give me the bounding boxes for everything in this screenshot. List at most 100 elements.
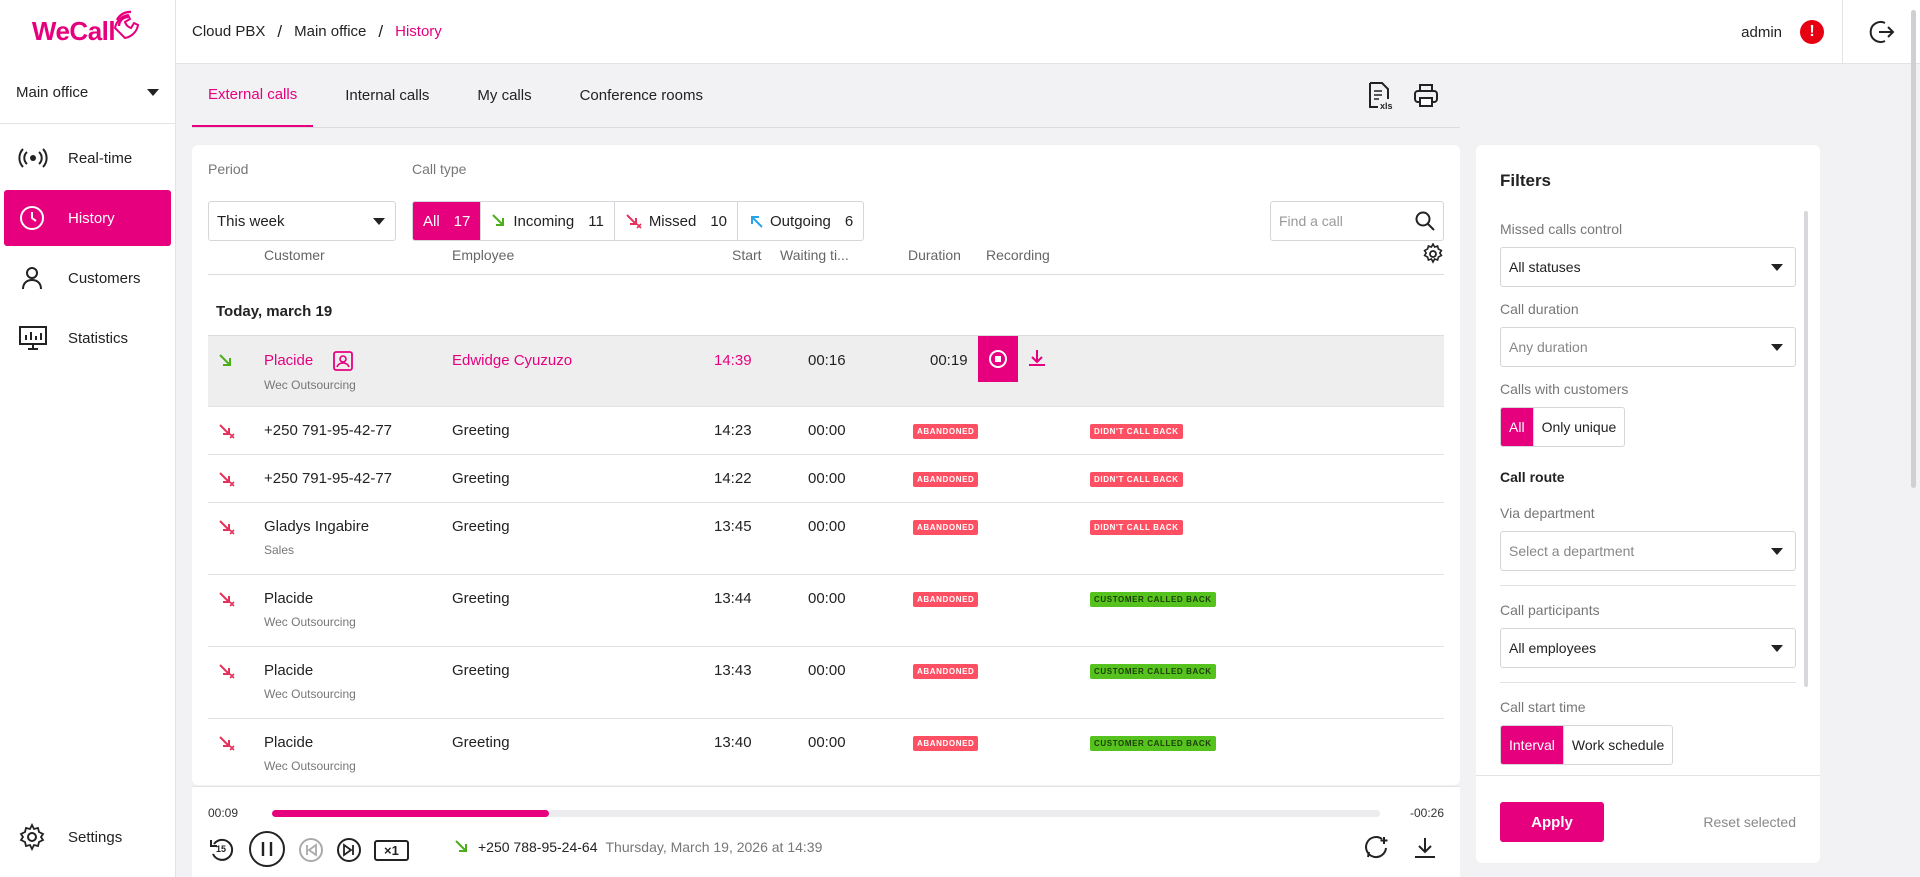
callback-badge: DIDN'T CALL BACK bbox=[1090, 472, 1183, 487]
customer-company: Wec Outsourcing bbox=[264, 687, 356, 701]
participants-select[interactable]: All employees bbox=[1500, 628, 1796, 668]
search-icon[interactable] bbox=[1415, 211, 1435, 231]
call-type-count: 11 bbox=[588, 212, 604, 230]
call-type-missed[interactable]: Missed 10 bbox=[615, 202, 739, 240]
missed-arrow-icon bbox=[219, 736, 235, 751]
column-recording[interactable]: Recording bbox=[986, 247, 1050, 263]
callback-badge: CUSTOMER CALLED BACK bbox=[1090, 664, 1216, 679]
pause-button[interactable] bbox=[248, 830, 286, 871]
person-icon bbox=[18, 261, 52, 295]
tab-my-calls[interactable]: My calls bbox=[477, 87, 532, 104]
sidebar-item-settings[interactable]: Settings bbox=[4, 809, 171, 865]
customer-name[interactable]: Placide bbox=[264, 734, 314, 751]
call-type-segment: All 17 Incoming 11 Missed 10 Outgoing 6 bbox=[412, 201, 865, 241]
start-time-interval-option[interactable]: Interval bbox=[1501, 726, 1563, 764]
user-name[interactable]: admin bbox=[1741, 23, 1782, 41]
table-row[interactable]: Placide Wec Outsourcing Greeting 13:40 0… bbox=[208, 719, 1444, 785]
table-row[interactable]: +250 791-95-42-77 Greeting 14:23 00:00 A… bbox=[208, 407, 1444, 455]
table-row[interactable]: Placide Wec Outsourcing Edwidge Cyuzuzo … bbox=[208, 335, 1444, 407]
department-value: Select a department bbox=[1509, 543, 1635, 559]
pause-icon bbox=[249, 830, 285, 867]
playing-date: Thursday, March 19, 2026 at 14:39 bbox=[605, 839, 823, 855]
table-row[interactable]: +250 791-95-42-77 Greeting 14:22 00:00 A… bbox=[208, 455, 1444, 503]
missed-calls-select[interactable]: All statuses bbox=[1500, 247, 1796, 287]
department-select[interactable]: Select a department bbox=[1500, 531, 1796, 571]
column-employee[interactable]: Employee bbox=[452, 247, 515, 263]
clock-icon bbox=[18, 201, 52, 235]
contact-card-icon[interactable] bbox=[332, 350, 354, 372]
playback-speed-button[interactable]: ×1 bbox=[374, 839, 409, 861]
customer-name[interactable]: Gladys Ingabire bbox=[264, 518, 370, 535]
tab-external-calls[interactable]: External calls bbox=[192, 64, 314, 127]
table-row[interactable]: Gladys Ingabire Sales Greeting 13:45 00:… bbox=[208, 503, 1444, 575]
tab-internal-calls[interactable]: Internal calls bbox=[345, 87, 430, 104]
calls-table: Placide Wec Outsourcing Edwidge Cyuzuzo … bbox=[208, 335, 1444, 785]
stop-recording-button[interactable] bbox=[978, 336, 1018, 382]
callback-badge: DIDN'T CALL BACK bbox=[1090, 424, 1183, 439]
logo[interactable]: WeCall bbox=[0, 0, 175, 62]
stop-icon bbox=[989, 350, 1007, 368]
sidebar-item-real-time[interactable]: Real-time bbox=[4, 130, 171, 186]
call-type-outgoing[interactable]: Outgoing 6 bbox=[738, 202, 863, 240]
call-type-all[interactable]: All 17 bbox=[413, 202, 482, 240]
customer-name[interactable]: Placide bbox=[264, 352, 314, 369]
callback-badge: CUSTOMER CALLED BACK bbox=[1090, 736, 1216, 751]
breadcrumb-item[interactable]: Main office bbox=[294, 23, 367, 40]
reset-selected-link[interactable]: Reset selected bbox=[1703, 814, 1796, 830]
next-track-icon[interactable] bbox=[336, 837, 362, 863]
column-start[interactable]: Start bbox=[732, 247, 762, 263]
gear-icon[interactable] bbox=[1422, 243, 1444, 265]
download-icon[interactable] bbox=[1412, 835, 1438, 861]
missed-calls-value: All statuses bbox=[1509, 259, 1581, 275]
sidebar-item-customers[interactable]: Customers bbox=[4, 250, 171, 306]
customers-unique-option[interactable]: Only unique bbox=[1532, 408, 1625, 446]
employee-name[interactable]: Edwidge Cyuzuzo bbox=[452, 352, 573, 369]
previous-track-icon[interactable] bbox=[298, 837, 324, 863]
add-comment-icon[interactable] bbox=[1364, 835, 1390, 861]
rewind-15-button[interactable]: 15 bbox=[208, 836, 236, 864]
column-customer[interactable]: Customer bbox=[264, 247, 325, 263]
customer-name[interactable]: +250 791-95-42-77 bbox=[264, 422, 393, 439]
broadcast-icon bbox=[18, 141, 52, 175]
page-scrollbar[interactable] bbox=[1911, 10, 1916, 488]
period-select[interactable]: This week bbox=[208, 201, 396, 241]
customer-name[interactable]: +250 791-95-42-77 bbox=[264, 470, 393, 487]
xls-export-icon[interactable]: xls bbox=[1366, 81, 1394, 111]
column-waiting[interactable]: Waiting ti... bbox=[780, 247, 849, 263]
sidebar-item-statistics[interactable]: Statistics bbox=[4, 310, 171, 366]
breadcrumb-separator: / bbox=[277, 21, 283, 41]
tab-conference-rooms[interactable]: Conference rooms bbox=[579, 87, 703, 104]
column-duration[interactable]: Duration bbox=[908, 247, 961, 263]
apply-button[interactable]: Apply bbox=[1500, 802, 1604, 842]
incoming-arrow-icon bbox=[455, 840, 467, 852]
period-label: Period bbox=[208, 161, 249, 177]
office-select[interactable]: Main office bbox=[0, 62, 175, 124]
filter-panel-footer: Apply Reset selected bbox=[1476, 775, 1820, 863]
print-icon[interactable] bbox=[1412, 82, 1440, 110]
customers-all-option[interactable]: All bbox=[1501, 408, 1533, 446]
day-group-label: Today, march 19 bbox=[216, 303, 333, 320]
customers-label: Calls with customers bbox=[1500, 381, 1629, 397]
sidebar-item-history[interactable]: History bbox=[4, 190, 171, 246]
breadcrumb-item[interactable]: Cloud PBX bbox=[192, 23, 266, 40]
customer-name[interactable]: Placide bbox=[264, 662, 314, 679]
alert-icon[interactable]: ! bbox=[1800, 20, 1824, 44]
start-time-schedule-option[interactable]: Work schedule bbox=[1562, 726, 1672, 764]
table-header: Customer Employee Start Waiting ti... Du… bbox=[208, 235, 1444, 275]
sidebar-item-label: History bbox=[68, 209, 115, 227]
table-row[interactable]: Placide Wec Outsourcing Greeting 13:44 0… bbox=[208, 575, 1444, 647]
tab-tools: xls bbox=[1366, 64, 1460, 128]
call-duration-select[interactable]: Any duration bbox=[1500, 327, 1796, 367]
table-row[interactable]: Placide Wec Outsourcing Greeting 13:43 0… bbox=[208, 647, 1444, 719]
search-input[interactable] bbox=[1279, 213, 1409, 229]
progress-track[interactable] bbox=[272, 810, 1380, 817]
employee-name: Greeting bbox=[452, 470, 510, 487]
wifi-phone-icon bbox=[114, 10, 140, 40]
download-icon[interactable] bbox=[1026, 347, 1048, 369]
logout-button[interactable] bbox=[1842, 0, 1920, 64]
status-badge: ABANDONED bbox=[913, 424, 979, 439]
employee-name: Greeting bbox=[452, 662, 510, 679]
customer-name[interactable]: Placide bbox=[264, 590, 314, 607]
call-type-incoming[interactable]: Incoming 11 bbox=[481, 202, 615, 240]
filter-panel-scrollbar[interactable] bbox=[1804, 211, 1808, 687]
